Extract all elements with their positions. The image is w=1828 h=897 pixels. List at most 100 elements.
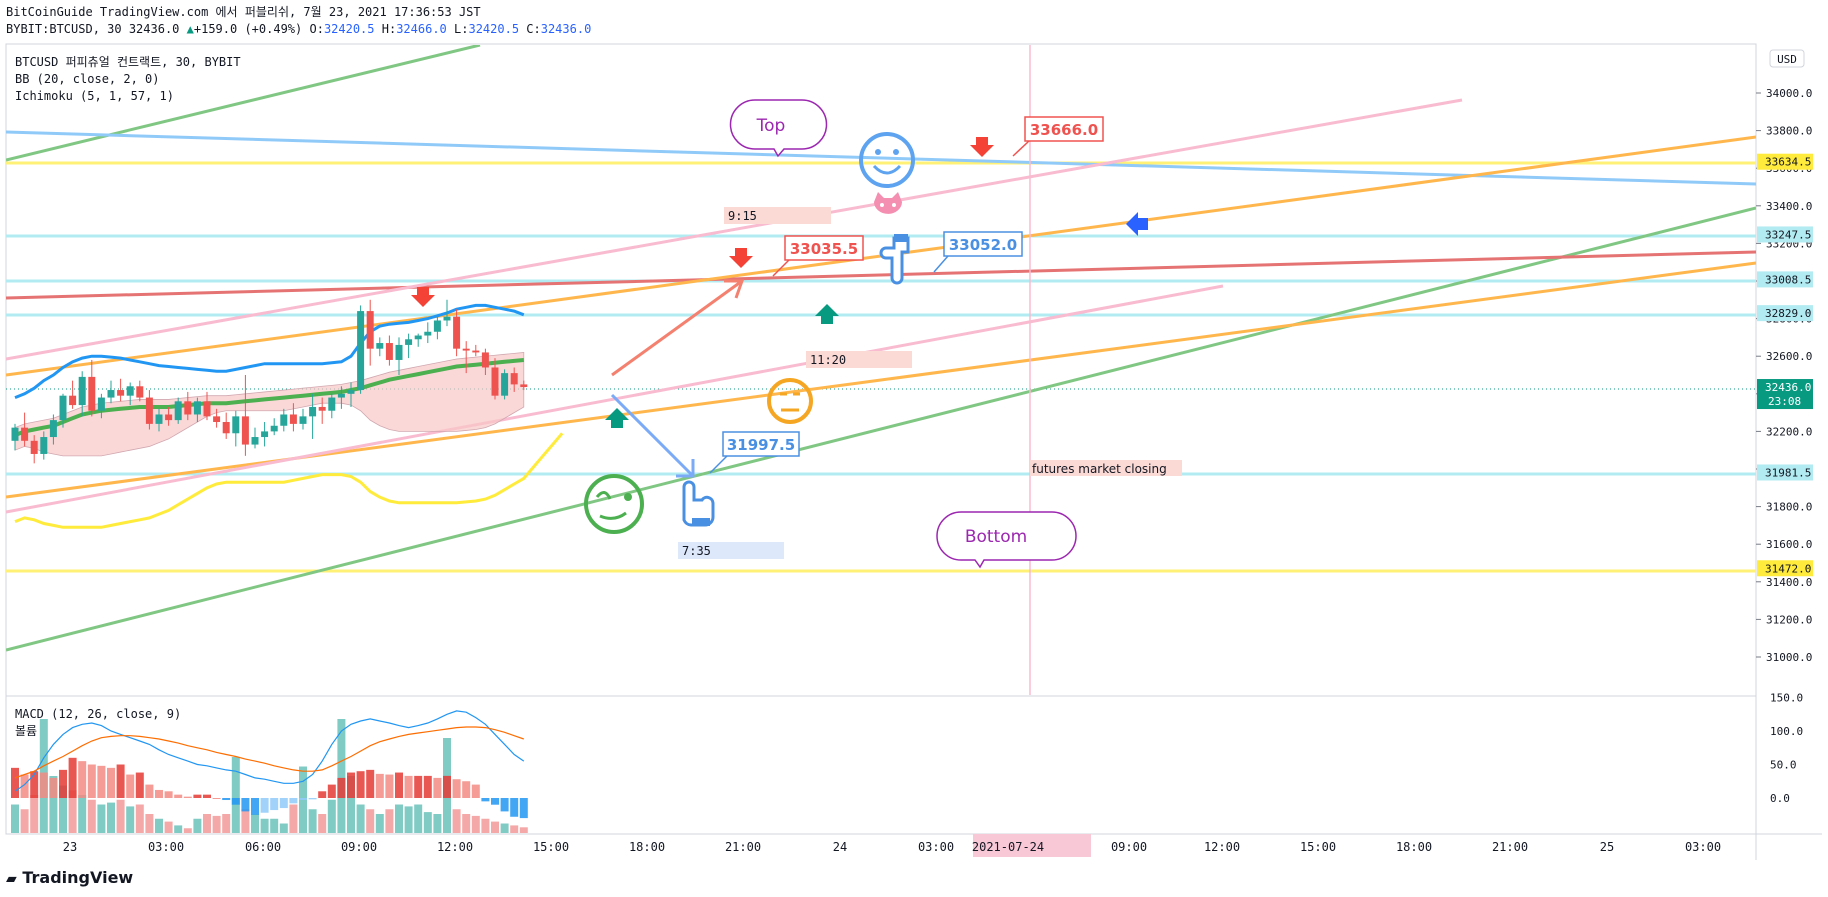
top-callout[interactable]: Top — [729, 99, 828, 158]
arrow-markers[interactable] — [411, 137, 1148, 428]
candle[interactable] — [280, 414, 288, 426]
candle[interactable] — [107, 390, 115, 398]
candle[interactable] — [251, 437, 259, 445]
candle[interactable] — [366, 311, 374, 349]
candle[interactable] — [414, 335, 422, 340]
candle[interactable] — [117, 390, 125, 396]
candle[interactable] — [88, 376, 96, 411]
up-arrow-icon[interactable] — [815, 304, 839, 324]
candle[interactable] — [49, 420, 57, 438]
pointing-hand-icon[interactable] — [879, 234, 910, 285]
candle[interactable] — [481, 352, 489, 368]
candle[interactable] — [472, 350, 480, 353]
candle[interactable] — [501, 373, 509, 396]
candle[interactable] — [174, 401, 182, 421]
candle[interactable] — [405, 339, 413, 345]
candle[interactable] — [21, 427, 29, 441]
candle[interactable] — [328, 397, 336, 411]
macd-pane[interactable] — [11, 710, 528, 833]
candle[interactable] — [395, 344, 403, 360]
candle[interactable] — [289, 414, 297, 424]
down-arrow-icon[interactable] — [411, 287, 435, 307]
bb-legend[interactable]: BB (20, close, 2, 0) — [15, 72, 160, 86]
candle[interactable] — [165, 414, 173, 421]
time-axis[interactable]: 23 03:00 06:00 09:00 12:00 15:00 18:00 21:00 24 0… — [63, 840, 1721, 854]
candle[interactable] — [69, 395, 77, 406]
candle[interactable] — [385, 343, 393, 360]
candle[interactable] — [376, 343, 384, 349]
price-tick-label: 34000.0 — [1766, 87, 1812, 100]
candle[interactable] — [232, 416, 240, 434]
candle[interactable] — [520, 384, 528, 388]
symbol-label[interactable]: BYBIT:BTCUSD, 30 — [6, 22, 122, 36]
trendline-red[interactable] — [6, 250, 1756, 300]
candle[interactable] — [357, 311, 365, 391]
happy-face-icon[interactable] — [859, 132, 915, 188]
cat-icon[interactable] — [874, 192, 902, 214]
candle[interactable] — [145, 397, 153, 424]
volume-legend[interactable]: 볼륨 — [15, 724, 37, 738]
price-level-badge — [1757, 153, 1813, 170]
arrow-annotations[interactable] — [610, 279, 745, 478]
candle[interactable] — [59, 395, 67, 421]
trendline-blue[interactable] — [6, 130, 1756, 186]
candle[interactable] — [222, 422, 230, 434]
time-notes[interactable]: 9:15 11:20 7:35 futures market closing — [678, 207, 1182, 559]
trendline-pink-1[interactable] — [6, 98, 1463, 361]
up-arrow-icon[interactable] — [605, 408, 629, 428]
candle[interactable] — [424, 331, 432, 336]
candle[interactable] — [318, 406, 326, 411]
symbol-legend[interactable]: BTCUSD 퍼피츄얼 컨트랙트, 30, BYBIT — [15, 55, 241, 69]
price-axis[interactable]: 34000.033800.033600.033400.033200.033000… — [1756, 87, 1812, 664]
down-arrow-icon[interactable] — [729, 248, 753, 268]
candle[interactable] — [30, 440, 38, 454]
indicator-legend[interactable]: BTCUSD 퍼피츄얼 컨트랙트, 30, BYBIT BB (20, clos… — [15, 55, 241, 738]
down-arrow-icon[interactable] — [970, 137, 994, 157]
candle[interactable] — [155, 414, 163, 424]
candle[interactable] — [193, 401, 201, 415]
arrow-line-down[interactable] — [610, 393, 695, 478]
candle[interactable] — [443, 316, 451, 321]
candle[interactable] — [184, 401, 192, 415]
price-level-value: 33634.5 — [1765, 156, 1811, 169]
candle[interactable] — [347, 390, 355, 394]
candle[interactable] — [453, 316, 461, 349]
candle[interactable] — [299, 416, 307, 424]
drawings-layer[interactable] — [6, 45, 1756, 834]
candle[interactable] — [126, 386, 134, 396]
price-callouts[interactable]: 33666.0 33035.5 33052.0 31997.5 — [709, 116, 1104, 474]
candle[interactable] — [491, 367, 499, 396]
dizzy-face-icon[interactable] — [584, 474, 644, 534]
trendline-green[interactable] — [6, 206, 1756, 652]
neutral-face-icon[interactable] — [767, 378, 813, 424]
publish-info: BitCoinGuide TradingView.com 에서 퍼블리쉬, 7월… — [6, 5, 481, 19]
candle[interactable] — [462, 348, 470, 351]
candle[interactable] — [11, 427, 19, 441]
candle[interactable] — [78, 376, 86, 406]
tradingview-logo[interactable]: ▰ TradingView — [6, 868, 133, 887]
price-callout-33666: 33666.0 — [1030, 121, 1098, 139]
candle[interactable] — [241, 416, 249, 445]
candle[interactable] — [261, 431, 269, 438]
candle[interactable] — [136, 386, 144, 398]
trendline-green-top[interactable] — [6, 45, 481, 162]
currency-badge[interactable]: USD — [1769, 49, 1805, 68]
candle[interactable] — [203, 401, 211, 417]
arrow-line-up[interactable] — [611, 279, 743, 377]
candle[interactable] — [309, 406, 317, 417]
candle[interactable] — [270, 425, 278, 432]
candle[interactable] — [213, 416, 221, 422]
candle[interactable] — [337, 393, 345, 398]
bottom-callout[interactable]: Bottom — [936, 511, 1077, 569]
candle[interactable] — [510, 373, 518, 385]
macd-legend[interactable]: MACD (12, 26, close, 9) — [15, 707, 181, 721]
candles-layer[interactable] — [11, 299, 528, 464]
candle[interactable] — [40, 437, 48, 454]
candle[interactable] — [97, 397, 105, 411]
candle[interactable] — [433, 320, 441, 332]
pointing-up-hand-icon[interactable] — [682, 480, 715, 527]
ichimoku-legend[interactable]: Ichimoku (5, 1, 57, 1) — [15, 89, 174, 103]
time-tick-label: 03:00 — [1685, 840, 1721, 854]
left-arrow-icon[interactable] — [1126, 212, 1148, 236]
